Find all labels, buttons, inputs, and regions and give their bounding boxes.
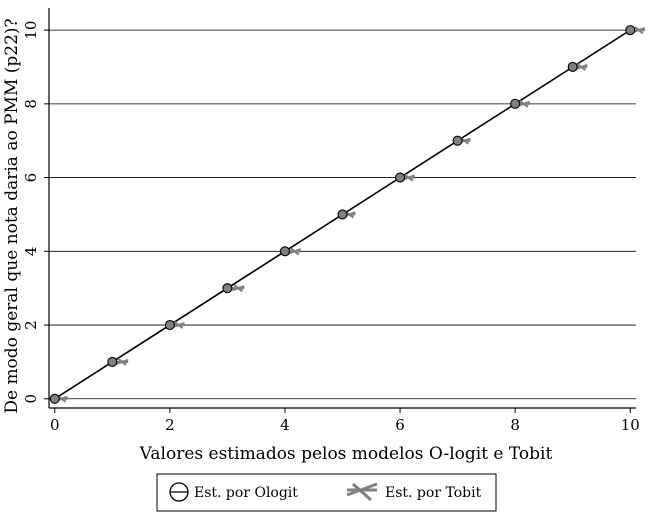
y-tick-label-1: 2 xyxy=(22,320,40,330)
ologit-point-3 xyxy=(222,283,233,294)
ologit-point-8 xyxy=(510,98,521,109)
ologit-point-10 xyxy=(625,25,636,36)
ologit-point-0 xyxy=(49,393,60,404)
x-tick-label-2: 4 xyxy=(280,416,290,434)
legend-ologit-marker xyxy=(169,482,189,502)
tick-labels: 0 2 4 6 8 10 0 2 4 6 8 10 xyxy=(22,21,640,434)
tobit-point-1 xyxy=(115,358,129,366)
legend-tobit-label: Est. por Tobit xyxy=(385,485,482,501)
legend: Est. por Ologit Est. por Tobit xyxy=(156,473,497,512)
y-tick-label-4: 8 xyxy=(22,99,40,109)
x-tick-label-4: 8 xyxy=(510,416,520,434)
ologit-point-6 xyxy=(394,172,406,183)
ologit-point-2 xyxy=(164,320,175,331)
tobit-point-4 xyxy=(288,247,302,256)
data-points xyxy=(49,25,646,404)
x-axis-label: Valores estimados pelos modelos O-logit … xyxy=(139,444,553,464)
legend-ologit-label: Est. por Ologit xyxy=(194,485,298,501)
tobit-point-3 xyxy=(231,284,245,293)
ologit-point-7 xyxy=(452,135,463,146)
y-tick-label-3: 6 xyxy=(22,173,40,183)
legend-tobit-marker xyxy=(346,482,378,502)
x-tick-label-3: 6 xyxy=(395,416,405,434)
y-tick-label-0: 0 xyxy=(22,394,40,404)
grid-lines xyxy=(49,29,636,400)
ologit-point-5 xyxy=(337,209,348,220)
x-tick-label-0: 0 xyxy=(50,416,60,434)
y-axis-label: De modo geral que nota daria ao PMM (p22… xyxy=(2,18,22,413)
ologit-point-9 xyxy=(567,61,578,73)
ologit-point-4 xyxy=(279,246,291,257)
x-tick-label-1: 2 xyxy=(165,416,175,434)
y-tick-label-2: 4 xyxy=(22,247,40,257)
x-tick-label-5: 10 xyxy=(621,416,640,434)
y-tick-label-5: 10 xyxy=(22,21,40,40)
ologit-point-1 xyxy=(107,356,118,367)
axes xyxy=(44,8,636,413)
legend-box xyxy=(156,473,497,512)
